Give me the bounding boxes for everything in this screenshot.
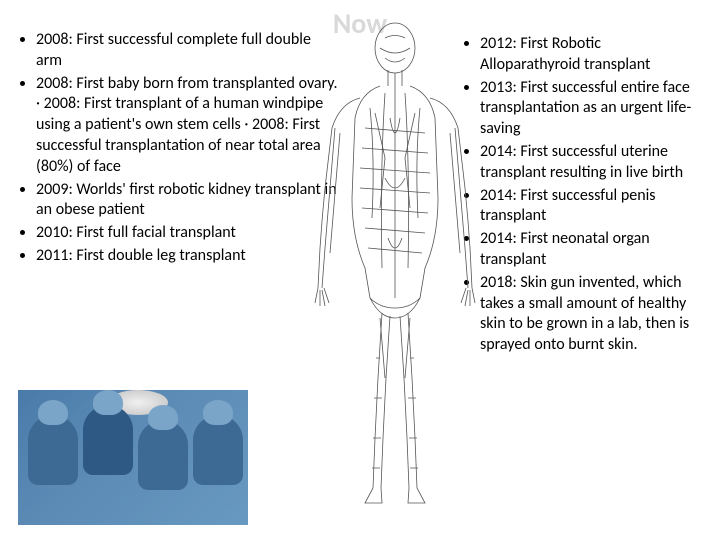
- right-bullet-list: 2012: First Robotic Alloparathyroid tran…: [462, 34, 702, 356]
- list-item: 2012: First Robotic Alloparathyroid tran…: [480, 34, 702, 76]
- list-item: 2011: First double leg transplant: [36, 246, 338, 267]
- list-item: 2018: Skin gun invented, which takes a s…: [480, 273, 702, 356]
- right-column: 2012: First Robotic Alloparathyroid tran…: [462, 34, 702, 358]
- list-item: 2008: First baby born from transplanted …: [36, 74, 338, 178]
- left-bullet-list: 2008: First successful complete full dou…: [18, 30, 338, 267]
- list-item: 2009: Worlds' first robotic kidney trans…: [36, 180, 338, 222]
- left-column: 2008: First successful complete full dou…: [18, 30, 338, 269]
- list-item: 2013: First successful entire face trans…: [480, 78, 702, 140]
- surgery-photo: [18, 390, 248, 525]
- anatomy-diagram: [310, 18, 480, 508]
- list-item: 2014: First successful uterine transplan…: [480, 142, 702, 184]
- list-item: 2010: First full facial transplant: [36, 223, 338, 244]
- list-item: 2014: First successful penis transplant: [480, 186, 702, 228]
- list-item: 2014: First neonatal organ transplant: [480, 229, 702, 271]
- list-item: 2008: First successful complete full dou…: [36, 30, 338, 72]
